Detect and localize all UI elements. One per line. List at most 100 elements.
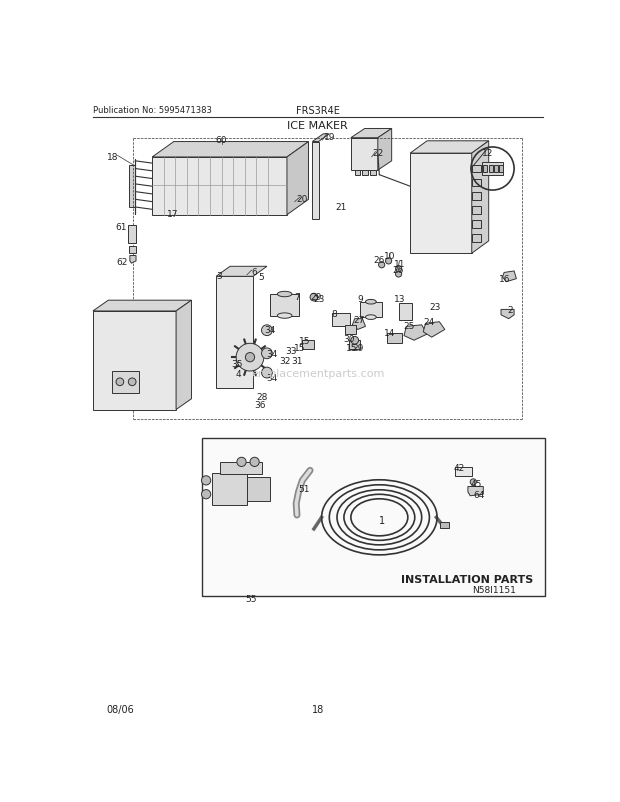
Text: 18: 18 xyxy=(107,153,118,162)
Bar xyxy=(152,158,287,216)
Bar xyxy=(370,171,376,176)
Bar xyxy=(455,467,472,476)
Polygon shape xyxy=(216,267,267,277)
Text: 34: 34 xyxy=(266,350,277,359)
Polygon shape xyxy=(410,142,489,154)
Bar xyxy=(472,193,481,200)
Text: 22: 22 xyxy=(372,148,383,157)
Polygon shape xyxy=(287,143,309,216)
Text: 26: 26 xyxy=(374,255,385,265)
Text: 21: 21 xyxy=(335,202,347,212)
Bar xyxy=(345,326,356,334)
Bar xyxy=(312,143,319,219)
Bar xyxy=(270,294,299,316)
Bar xyxy=(484,165,487,173)
Text: 64: 64 xyxy=(474,490,485,499)
Text: 2: 2 xyxy=(507,306,513,314)
Bar xyxy=(216,277,253,388)
Polygon shape xyxy=(501,310,514,319)
Polygon shape xyxy=(129,246,136,254)
Polygon shape xyxy=(378,129,392,171)
Text: 3: 3 xyxy=(216,272,222,281)
Polygon shape xyxy=(93,301,192,311)
Text: 24: 24 xyxy=(423,318,434,326)
Text: 20: 20 xyxy=(296,195,308,204)
Polygon shape xyxy=(152,143,309,158)
Text: 33: 33 xyxy=(285,346,296,355)
Text: 32: 32 xyxy=(280,356,291,365)
Polygon shape xyxy=(129,165,135,208)
Bar xyxy=(303,341,314,350)
Text: 8: 8 xyxy=(332,310,337,319)
Circle shape xyxy=(202,490,211,499)
Bar xyxy=(440,522,450,529)
Bar xyxy=(472,207,481,215)
Text: 31: 31 xyxy=(291,356,303,365)
Bar xyxy=(112,371,139,393)
Polygon shape xyxy=(404,326,427,341)
Polygon shape xyxy=(128,225,136,244)
Text: 08/06: 08/06 xyxy=(106,704,134,714)
Polygon shape xyxy=(503,272,516,282)
Bar xyxy=(387,333,402,344)
Text: 26: 26 xyxy=(392,265,404,274)
Text: 45: 45 xyxy=(471,480,482,488)
Text: 60: 60 xyxy=(216,136,228,145)
Text: ICE MAKER: ICE MAKER xyxy=(288,121,348,131)
Text: 25: 25 xyxy=(403,322,414,330)
Bar xyxy=(351,139,378,171)
Circle shape xyxy=(128,379,136,387)
Text: 34: 34 xyxy=(266,373,277,382)
Text: 61: 61 xyxy=(115,223,126,232)
Text: 62: 62 xyxy=(117,257,128,267)
Text: 55: 55 xyxy=(246,594,257,604)
Text: 4: 4 xyxy=(236,369,241,379)
Text: 14: 14 xyxy=(384,329,396,338)
Bar xyxy=(360,302,382,318)
Circle shape xyxy=(396,272,402,277)
Text: 18: 18 xyxy=(312,704,324,714)
Text: Publication No: 5995471383: Publication No: 5995471383 xyxy=(93,106,212,115)
Circle shape xyxy=(351,337,358,345)
Bar xyxy=(472,221,481,229)
Text: N58I1151: N58I1151 xyxy=(472,585,516,594)
Bar xyxy=(399,304,412,321)
Bar xyxy=(220,462,262,475)
Bar xyxy=(332,313,350,327)
Text: 5: 5 xyxy=(259,273,264,282)
Text: 7: 7 xyxy=(294,293,300,302)
Ellipse shape xyxy=(366,315,376,320)
Bar xyxy=(489,165,492,173)
Text: 42: 42 xyxy=(454,464,465,473)
Text: 30: 30 xyxy=(343,334,354,343)
Polygon shape xyxy=(312,135,329,143)
Text: 1: 1 xyxy=(379,516,385,525)
Polygon shape xyxy=(130,256,136,264)
Bar xyxy=(482,163,503,176)
Bar xyxy=(472,165,481,173)
Bar xyxy=(472,180,481,187)
Text: 36: 36 xyxy=(254,400,266,409)
Circle shape xyxy=(262,367,272,379)
Text: 35: 35 xyxy=(231,359,242,368)
Bar xyxy=(363,171,368,176)
Polygon shape xyxy=(351,129,392,139)
Text: 15: 15 xyxy=(299,337,311,346)
Circle shape xyxy=(386,258,392,265)
Bar xyxy=(202,439,545,596)
Text: 29: 29 xyxy=(352,344,363,353)
Circle shape xyxy=(250,458,259,467)
Text: 11: 11 xyxy=(394,260,406,269)
Text: 34: 34 xyxy=(264,326,276,334)
Circle shape xyxy=(236,344,264,371)
Text: 29: 29 xyxy=(311,293,322,302)
Bar xyxy=(494,165,498,173)
Text: 19: 19 xyxy=(324,133,335,142)
Bar xyxy=(348,341,360,350)
Circle shape xyxy=(262,326,272,336)
Circle shape xyxy=(379,262,385,269)
Circle shape xyxy=(116,379,124,387)
Text: 28: 28 xyxy=(257,392,268,401)
Circle shape xyxy=(470,480,476,485)
Bar xyxy=(472,235,481,242)
